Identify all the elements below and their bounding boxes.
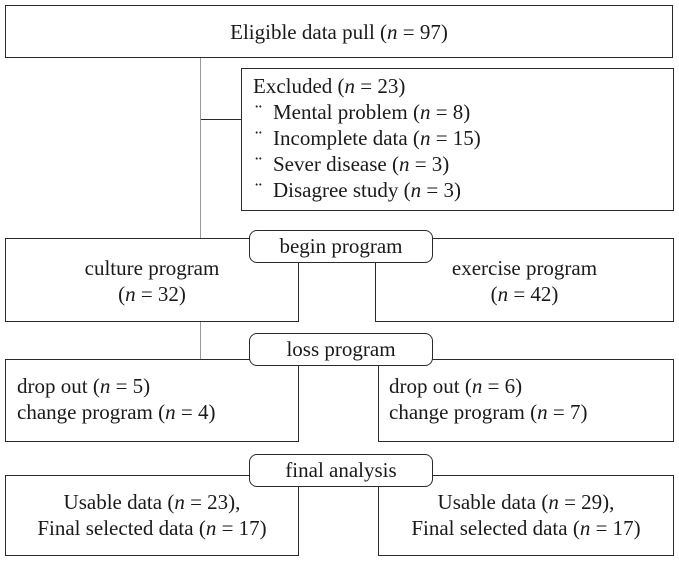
excluded-item: ¨ Disagree study (n = 3) — [255, 178, 461, 202]
exercise-program-title: exercise program — [451, 256, 598, 280]
exercise-usable-data: Usable data (n = 29), — [437, 490, 615, 514]
program-divider-line — [375, 262, 376, 322]
excluded-item: ¨ Incomplete data (n = 15) — [255, 126, 481, 150]
bullet-glyph: ¨ — [255, 126, 262, 150]
culture-final-selected: Final selected data (n = 17) — [37, 516, 267, 540]
exercise-change-program: change program (n = 7) — [389, 400, 588, 424]
stage-label-begin: begin program — [249, 230, 433, 263]
exercise-loss-box: drop out (n = 6) change program (n = 7) — [378, 359, 674, 442]
culture-program-title: culture program — [84, 256, 220, 280]
eligible-data-label: Eligible data pull (n = 97) — [230, 20, 448, 44]
exercise-final-box: Usable data (n = 29), Final selected dat… — [378, 475, 674, 556]
exercise-program-count: (n = 42) — [490, 282, 559, 306]
culture-change-program: change program (n = 4) — [17, 400, 216, 424]
culture-dropout: drop out (n = 5) — [17, 374, 151, 398]
culture-final-box: Usable data (n = 23), Final selected dat… — [5, 475, 299, 556]
bullet-glyph: ¨ — [255, 100, 262, 124]
excluded-header: Excluded (n = 23) — [253, 74, 406, 98]
excluded-item: ¨ Mental problem (n = 8) — [255, 100, 471, 124]
stage-label-loss: loss program — [249, 333, 433, 366]
culture-loss-box: drop out (n = 5) change program (n = 4) — [5, 359, 299, 442]
bullet-glyph: ¨ — [255, 178, 262, 202]
exclusion-branch-line — [201, 119, 241, 120]
excluded-box: Excluded (n = 23) ¨ Mental problem (n = 8… — [241, 68, 674, 211]
exercise-dropout: drop out (n = 6) — [389, 374, 523, 398]
main-flow-line-top — [200, 58, 201, 238]
bullet-glyph: ¨ — [255, 152, 262, 176]
culture-usable-data: Usable data (n = 23), — [63, 490, 241, 514]
main-flow-line-middle — [200, 322, 201, 359]
stage-label-final: final analysis — [249, 454, 433, 487]
culture-program-count: (n = 32) — [118, 282, 186, 306]
excluded-item: ¨ Sever disease (n = 3) — [255, 152, 450, 176]
eligible-data-box: Eligible data pull (n = 97) — [5, 5, 673, 58]
exercise-final-selected: Final selected data (n = 17) — [411, 516, 641, 540]
